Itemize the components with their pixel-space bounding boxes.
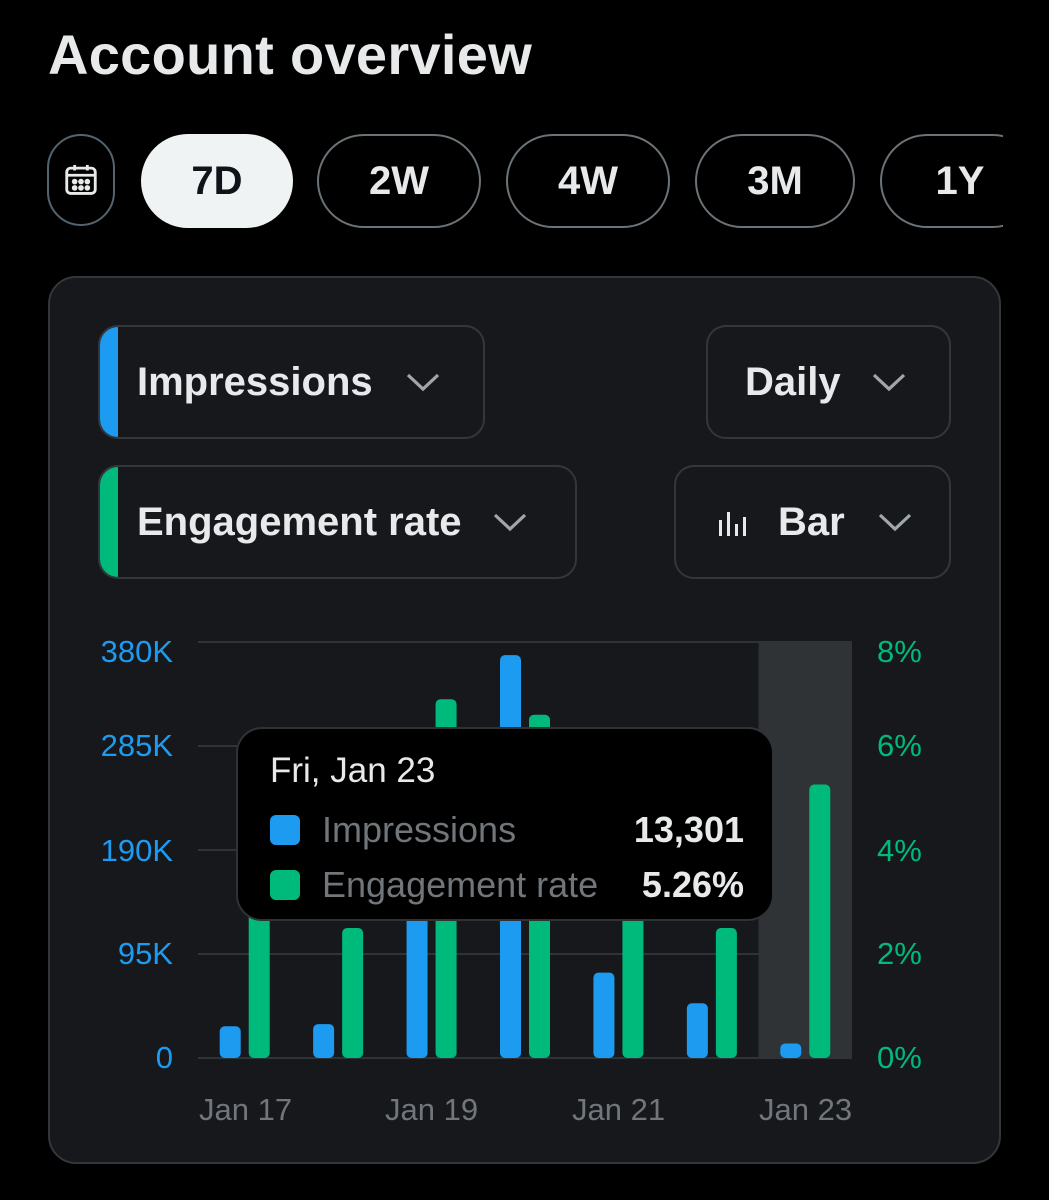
y-left-tick: 95K — [117, 936, 173, 971]
primary-metric-dropdown[interactable]: Impressions — [98, 325, 485, 439]
y-left-tick: 0 — [155, 1040, 173, 1075]
interval-label: Daily — [745, 359, 841, 404]
range-3m-button[interactable]: 3M — [695, 134, 855, 228]
primary-metric-color — [100, 327, 118, 437]
chart-type-label: Bar — [778, 499, 845, 544]
bar-chart-icon — [719, 512, 746, 536]
x-tick: Jan 23 — [759, 1092, 853, 1127]
tooltip-impressions-value: 13,301 — [633, 809, 744, 850]
impressions-swatch — [270, 815, 300, 845]
y-left-tick: 190K — [100, 833, 173, 868]
page-title: Account overview — [48, 23, 533, 86]
range-1y-button[interactable]: 1Y — [880, 134, 1003, 228]
secondary-metric-label: Engagement rate — [137, 499, 462, 544]
chevron-down-icon — [493, 513, 526, 532]
primary-metric-label: Impressions — [137, 359, 373, 404]
secondary-metric-color — [100, 467, 118, 577]
x-tick: Jan 21 — [572, 1092, 666, 1127]
y-left-tick: 285K — [100, 728, 173, 763]
tooltip-engagement-value: 5.26% — [641, 864, 744, 905]
y-right-tick: 4% — [877, 833, 922, 868]
x-tick: Jan 17 — [199, 1092, 293, 1127]
y-right-tick: 6% — [877, 728, 922, 763]
y-right-tick: 0% — [877, 1040, 922, 1075]
y-left-tick: 380K — [100, 634, 173, 669]
chart-type-dropdown[interactable]: Bar — [674, 465, 951, 579]
tooltip-date: Fri, Jan 23 — [270, 751, 436, 790]
y-right-tick: 8% — [877, 634, 922, 669]
range-7d-button[interactable]: 7D — [141, 134, 293, 228]
chevron-down-icon — [872, 373, 905, 392]
engagement-rate-swatch — [270, 870, 300, 900]
y-right-tick: 2% — [877, 936, 922, 971]
tooltip-impressions-label: Impressions — [322, 809, 517, 850]
range-2w-button[interactable]: 2W — [317, 134, 481, 228]
interval-dropdown[interactable]: Daily — [706, 325, 951, 439]
chart-tooltip: Fri, Jan 23 Impressions 13,301 Engagemen… — [236, 727, 774, 921]
calendar-icon — [65, 164, 97, 195]
x-tick: Jan 19 — [385, 1092, 479, 1127]
secondary-metric-dropdown[interactable]: Engagement rate — [98, 465, 577, 579]
date-range-selector: 7D 2W 4W 3M 1Y — [0, 134, 1003, 230]
calendar-button[interactable] — [47, 134, 115, 226]
tooltip-engagement-label: Engagement rate — [322, 864, 599, 905]
range-4w-button[interactable]: 4W — [506, 134, 670, 228]
chevron-down-icon — [406, 373, 439, 392]
chevron-down-icon — [878, 513, 911, 532]
